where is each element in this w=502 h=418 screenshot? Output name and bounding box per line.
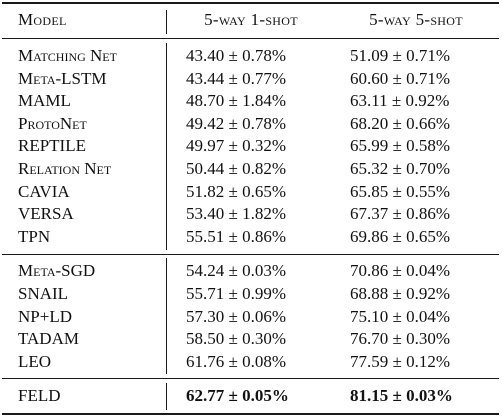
score-1shot: 54.24 ± 0.03% xyxy=(186,261,286,280)
model-name: MAML xyxy=(18,91,71,111)
score-1shot: 50.44 ± 0.82% xyxy=(186,159,286,178)
table-row: VERSA 53.40 ± 1.82% 67.37 ± 0.86% xyxy=(0,203,502,225)
table-row: TADAM 58.50 ± 0.30% 76.70 ± 0.30% xyxy=(0,328,502,350)
header-model: Model xyxy=(18,10,67,29)
score-5shot: 65.99 ± 0.58% xyxy=(350,136,450,156)
score-5shot: 81.15 ± 0.03% xyxy=(350,386,453,405)
model-name: ProtoNet xyxy=(18,113,87,133)
score-5shot: 77.59 ± 0.12% xyxy=(350,352,450,372)
score-5shot: 68.88 ± 0.92% xyxy=(350,283,450,303)
column-separator xyxy=(166,43,167,250)
score-1shot: 58.50 ± 0.30% xyxy=(186,329,286,349)
model-name: Matching Net xyxy=(18,46,117,65)
score-1shot: 48.70 ± 1.84% xyxy=(186,91,286,111)
header-1shot: 5-way 1-shot xyxy=(204,10,298,29)
table-row: NP+LD 57.30 ± 0.06% 75.10 ± 0.04% xyxy=(0,306,502,328)
score-5shot: 60.60 ± 0.71% xyxy=(350,68,450,88)
score-1shot: 53.40 ± 1.82% xyxy=(186,204,286,224)
score-1shot: 61.76 ± 0.08% xyxy=(186,352,286,372)
score-5shot: 75.10 ± 0.04% xyxy=(350,306,450,326)
ours-divider xyxy=(2,378,499,379)
score-5shot: 51.09 ± 0.71% xyxy=(350,46,450,65)
table-row: Relation Net 50.44 ± 0.82% 65.32 ± 0.70% xyxy=(0,158,502,180)
score-5shot: 68.20 ± 0.66% xyxy=(350,113,450,133)
model-name: FELD xyxy=(18,386,61,405)
top-rule xyxy=(2,2,499,4)
model-name: TPN xyxy=(18,226,51,246)
score-5shot: 69.86 ± 0.65% xyxy=(350,226,450,246)
score-5shot: 65.85 ± 0.55% xyxy=(350,181,450,201)
score-5shot: 70.86 ± 0.04% xyxy=(350,261,450,280)
model-name: REPTILE xyxy=(18,136,86,156)
table-row: TPN 55.51 ± 0.86% 69.86 ± 0.65% xyxy=(0,226,502,248)
score-1shot: 62.77 ± 0.05% xyxy=(186,386,289,405)
column-separator xyxy=(166,258,167,374)
score-5shot: 63.11 ± 0.92% xyxy=(350,91,450,111)
table-row: CAVIA 51.82 ± 0.65% 65.85 ± 0.55% xyxy=(0,181,502,203)
score-1shot: 51.82 ± 0.65% xyxy=(186,181,286,201)
model-name: LEO xyxy=(18,352,52,372)
score-5shot: 65.32 ± 0.70% xyxy=(350,159,450,178)
table-row: MAML 48.70 ± 1.84% 63.11 ± 0.92% xyxy=(0,90,502,112)
header-rule xyxy=(2,38,499,39)
bottom-rule xyxy=(2,413,499,415)
group-divider xyxy=(2,254,499,255)
score-5shot: 76.70 ± 0.30% xyxy=(350,329,450,349)
table-row: Meta-SGD 54.24 ± 0.03% 70.86 ± 0.04% xyxy=(0,260,502,282)
ours-row: FELD 62.77 ± 0.05% 81.15 ± 0.03% xyxy=(0,385,502,407)
table-row: ProtoNet 49.42 ± 0.78% 68.20 ± 0.66% xyxy=(0,113,502,135)
score-5shot: 67.37 ± 0.86% xyxy=(350,204,450,224)
score-1shot: 55.71 ± 0.99% xyxy=(186,283,286,303)
table-row: Meta-LSTM 43.44 ± 0.77% 60.60 ± 0.71% xyxy=(0,68,502,90)
table-row: Matching Net 43.40 ± 0.78% 51.09 ± 0.71% xyxy=(0,45,502,67)
model-name: VERSA xyxy=(18,204,74,224)
score-1shot: 49.42 ± 0.78% xyxy=(186,113,286,133)
model-name: CAVIA xyxy=(18,181,70,201)
model-name: Relation Net xyxy=(18,159,112,178)
table-row: SNAIL 55.71 ± 0.99% 68.88 ± 0.92% xyxy=(0,283,502,305)
score-1shot: 57.30 ± 0.06% xyxy=(186,306,286,326)
header-row: Model 5-way 1-shot 5-way 5-shot xyxy=(0,9,502,31)
score-1shot: 43.40 ± 0.78% xyxy=(186,46,286,65)
model-name: Meta-LSTM xyxy=(18,68,107,88)
header-5shot: 5-way 5-shot xyxy=(369,10,463,29)
score-1shot: 49.97 ± 0.32% xyxy=(186,136,286,156)
model-name: TADAM xyxy=(18,329,79,349)
model-name: SNAIL xyxy=(18,283,69,303)
column-separator xyxy=(166,383,167,410)
column-separator xyxy=(166,10,167,34)
model-name: Meta-SGD xyxy=(18,261,96,280)
table-row: REPTILE 49.97 ± 0.32% 65.99 ± 0.58% xyxy=(0,135,502,157)
score-1shot: 55.51 ± 0.86% xyxy=(186,226,286,246)
table-row: LEO 61.76 ± 0.08% 77.59 ± 0.12% xyxy=(0,351,502,373)
score-1shot: 43.44 ± 0.77% xyxy=(186,68,286,88)
model-name: NP+LD xyxy=(18,306,72,326)
